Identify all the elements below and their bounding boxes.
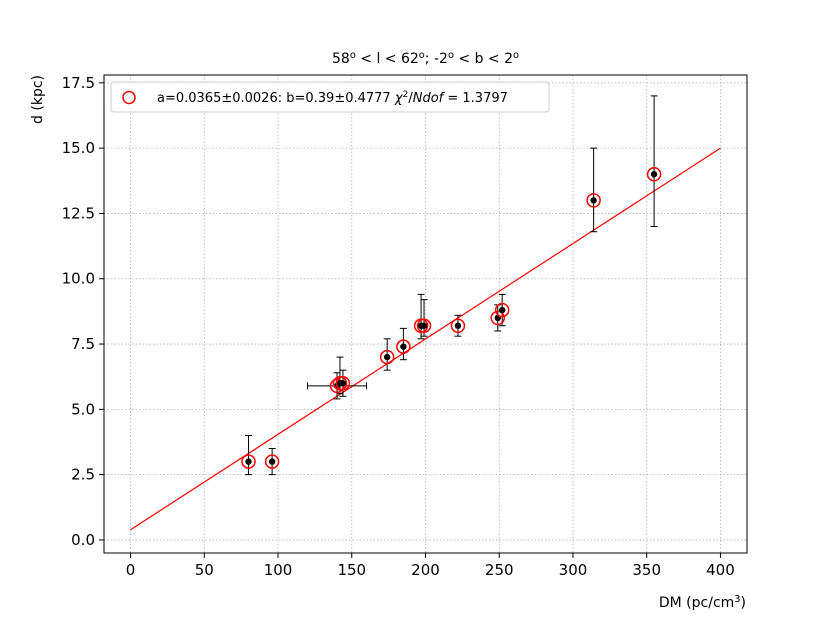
fit-line [130, 147, 721, 531]
data-point-dot [590, 197, 597, 204]
text-run-7: o [513, 50, 519, 61]
error-bars [245, 95, 658, 476]
error-bar [336, 356, 344, 395]
fit-line-group [130, 147, 721, 531]
data-point-marker [416, 318, 432, 334]
grid [104, 75, 747, 553]
text-run-3: o [419, 50, 425, 61]
text-run-6: < b < 2 [454, 51, 513, 67]
text-run-1: 3 [734, 594, 740, 605]
data-points [241, 167, 662, 469]
y-tick-label: 2.5 [71, 466, 95, 484]
data-point-marker [494, 302, 510, 318]
legend-marker [122, 90, 136, 105]
data-point-dot [383, 353, 391, 361]
data-point-dot [454, 322, 462, 329]
text-run-1: 2 [403, 90, 409, 100]
text-run-3: Ndof [413, 91, 446, 106]
text-run-2: ) [741, 595, 746, 611]
legend-label: a=0.0365±0.0026: b=0.39±0.4777 χ2/Ndof =… [157, 90, 508, 106]
y-tick-label: 17.5 [62, 74, 95, 92]
error-bar [590, 147, 598, 233]
text-run-4: ; -2 [425, 51, 448, 67]
data-point-dot [400, 343, 407, 350]
y-tick-label: 10.0 [62, 270, 95, 288]
data-point-marker [379, 349, 395, 365]
x-tick-label: 400 [706, 561, 735, 579]
y-tick-label: 15.0 [62, 139, 95, 157]
data-point-marker [396, 339, 411, 354]
x-tick-label: 150 [337, 561, 366, 579]
data-point-marker [335, 375, 351, 391]
data-point-marker [646, 167, 662, 182]
y-tick-label: 5.0 [71, 400, 95, 418]
legend-fit-params: a=0.0365±0.0026: b=0.39±0.4777 [157, 91, 395, 106]
x-tick-label: 300 [559, 561, 588, 579]
data-point-marker [490, 310, 506, 326]
x-tick-label: 350 [632, 561, 661, 579]
data-point-dot [650, 171, 658, 178]
data-point-dot [268, 458, 276, 465]
x-tick-label: 0 [126, 561, 136, 579]
x-tick-label: 100 [264, 561, 293, 579]
data-point-marker [241, 454, 256, 469]
text-run-0: χ [394, 91, 404, 106]
legend-box [110, 81, 550, 113]
y-tick-label: 0.0 [71, 531, 95, 549]
text-run-2: / [408, 91, 413, 106]
x-tick-label: 50 [195, 561, 214, 579]
text-run-4: = 1.3797 [443, 91, 508, 106]
data-point-dot [339, 380, 347, 387]
y-tick-label: 7.5 [71, 335, 95, 353]
data-point-marker [450, 318, 466, 334]
data-point-marker [586, 193, 601, 208]
y-tick-label: 12.5 [62, 204, 95, 222]
x-axis-label: DM (pc/cm3) [659, 594, 746, 612]
legend: a=0.0365±0.0026: b=0.39±0.4777 χ2/Ndof =… [110, 81, 550, 113]
error-bar [650, 95, 658, 227]
axis-ticks: 0 50 100 150 200 250 300 350 400 0.0 2.5 5.0 7.5 10.0… [62, 74, 735, 579]
data-point-dot [420, 322, 428, 329]
text-run-0: 58 [332, 51, 350, 67]
chart-title: 58o < l < 62o; -2o < b < 2o [332, 50, 519, 68]
error-bar [420, 299, 428, 337]
text-run-1: o [350, 50, 356, 61]
x-tick-label: 250 [485, 561, 514, 579]
data-point-dot [245, 458, 252, 465]
data-point-dot [498, 306, 506, 314]
data-point-marker [264, 454, 280, 469]
text-run-0: DM (pc/cm [659, 595, 734, 611]
text-run-2: < l < 62 [356, 51, 419, 67]
y-axis-label: d (kpc) [30, 75, 46, 124]
x-tick-label: 200 [411, 561, 440, 579]
text-run-5: o [448, 50, 454, 61]
